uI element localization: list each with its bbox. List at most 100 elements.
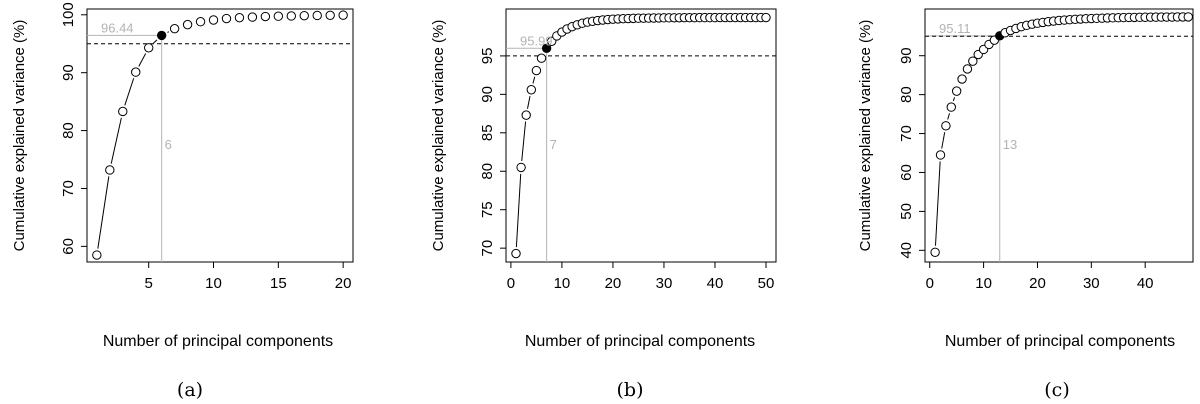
y-axis-title: Cumulative explained variance (%)	[11, 20, 28, 252]
y-tick-label: 70	[60, 180, 77, 197]
series-segment	[526, 96, 531, 109]
highlight-n-label: 13	[1003, 137, 1017, 152]
data-point	[118, 106, 128, 117]
data-point	[962, 64, 973, 74]
data-point	[131, 67, 141, 77]
panel-label: (b)	[617, 379, 644, 401]
x-tick-label: 10	[205, 275, 222, 292]
x-tick-label: 40	[707, 275, 724, 292]
y-tick-label: 80	[60, 122, 77, 139]
series-segment	[941, 132, 946, 149]
plot-frame	[924, 8, 1194, 263]
x-tick-label: 0	[507, 275, 515, 292]
x-axis-title: Number of principal components	[103, 333, 333, 350]
data-point	[182, 19, 193, 30]
series-segment	[110, 117, 122, 164]
y-tick-label: 50	[898, 203, 915, 220]
data-point	[521, 110, 531, 120]
x-tick-label: 10	[975, 275, 992, 292]
x-tick-label: 5	[145, 275, 153, 292]
data-point	[299, 10, 309, 21]
series-segment	[97, 176, 110, 249]
data-point-highlight	[156, 30, 167, 41]
highlight-n-label: 6	[165, 137, 172, 152]
x-tick-label: 30	[656, 275, 673, 292]
x-tick-label: 40	[1137, 275, 1154, 292]
data-point	[169, 23, 180, 34]
y-tick-label: 90	[898, 47, 915, 64]
series-segment	[532, 76, 536, 84]
y-tick-label: 75	[479, 201, 496, 218]
data-point	[144, 43, 154, 53]
data-point	[338, 10, 348, 20]
y-tick-label: 70	[479, 240, 496, 257]
series-segment	[138, 53, 147, 67]
data-point	[105, 165, 115, 175]
plot-frame	[86, 8, 354, 263]
highlight-value-label: 95.11	[939, 21, 971, 36]
data-point	[208, 15, 219, 25]
panel-label: (c)	[1044, 379, 1069, 401]
y-tick-label: 80	[479, 163, 496, 180]
y-tick-label: 95	[479, 48, 496, 65]
data-point	[286, 11, 296, 21]
y-tick-label: 90	[60, 64, 77, 81]
series-segment	[124, 78, 135, 106]
data-point	[325, 10, 335, 21]
y-axis-title: Cumulative explained variance (%)	[430, 20, 447, 252]
series-segment	[521, 121, 527, 161]
data-point	[935, 150, 946, 160]
series-segment	[934, 161, 941, 246]
y-tick-label: 85	[479, 124, 496, 141]
x-axis-title: Number of principal components	[945, 333, 1175, 350]
y-tick-label: 80	[898, 86, 915, 103]
x-tick-label: 20	[335, 275, 352, 292]
data-point	[930, 247, 940, 257]
y-tick-label: 40	[898, 242, 915, 259]
x-tick-label: 0	[926, 275, 934, 292]
data-point	[260, 11, 271, 22]
y-tick-label: 70	[898, 125, 915, 142]
series-segment	[153, 39, 158, 44]
series-segment	[947, 113, 950, 120]
data-point	[516, 162, 526, 173]
data-point	[941, 121, 951, 131]
x-tick-label: 20	[605, 275, 622, 292]
data-point	[1183, 12, 1193, 22]
data-point	[247, 12, 258, 22]
y-tick-label: 60	[60, 238, 77, 255]
series-segment	[515, 173, 522, 248]
data-point	[312, 10, 322, 21]
data-point	[531, 65, 542, 76]
data-point	[957, 74, 967, 84]
highlight-value-label: 96.44	[101, 20, 134, 35]
plot-frame	[505, 8, 777, 263]
data-point	[951, 86, 962, 96]
data-point-highlight	[541, 43, 552, 53]
data-point	[946, 102, 956, 112]
data-point	[195, 17, 206, 27]
panel-label: (a)	[177, 379, 203, 401]
panel-c: 95.11 13 0 10 20 30 40 40 50 60 70 80 90 Cumulative e…	[857, 8, 1194, 401]
data-point	[968, 56, 978, 66]
data-point	[511, 248, 521, 259]
y-tick-label: 100	[60, 2, 77, 27]
series-segment	[952, 97, 956, 102]
x-tick-label: 20	[1029, 275, 1046, 292]
panel-a: 96.44 6 5 10 15 20 60 70 80 90 100 Cumulative expla…	[11, 2, 354, 401]
y-tick-label: 60	[898, 164, 915, 181]
data-point	[536, 53, 547, 63]
highlight-n-label: 7	[550, 137, 557, 152]
y-tick-label: 90	[479, 86, 496, 103]
series-segment	[167, 31, 170, 33]
x-tick-label: 50	[758, 275, 775, 292]
x-tick-label: 10	[554, 275, 571, 292]
data-point	[526, 85, 537, 95]
data-point	[92, 250, 102, 260]
data-point	[234, 12, 245, 23]
x-tick-label: 30	[1083, 275, 1100, 292]
y-axis-title: Cumulative explained variance (%)	[857, 20, 874, 252]
data-point	[761, 12, 771, 23]
